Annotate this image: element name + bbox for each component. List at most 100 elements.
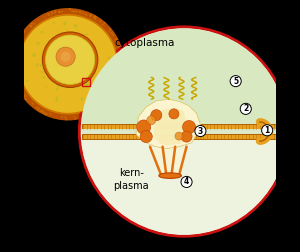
Circle shape <box>40 30 44 34</box>
Circle shape <box>43 19 45 21</box>
Circle shape <box>108 32 110 34</box>
Circle shape <box>16 64 18 66</box>
Circle shape <box>111 32 112 34</box>
Circle shape <box>109 96 111 98</box>
Text: 5: 5 <box>233 77 238 86</box>
Circle shape <box>93 18 95 20</box>
Circle shape <box>15 50 17 52</box>
Circle shape <box>120 61 122 63</box>
Circle shape <box>93 46 96 49</box>
Circle shape <box>97 106 99 108</box>
Circle shape <box>30 28 32 30</box>
Circle shape <box>122 61 124 63</box>
Circle shape <box>110 98 112 100</box>
Circle shape <box>21 86 22 88</box>
Circle shape <box>120 50 122 52</box>
Circle shape <box>109 96 111 98</box>
Circle shape <box>64 21 67 24</box>
Circle shape <box>108 98 110 100</box>
Wedge shape <box>81 132 287 235</box>
Circle shape <box>114 87 116 89</box>
Circle shape <box>93 112 95 114</box>
Circle shape <box>85 14 88 16</box>
Circle shape <box>98 22 99 24</box>
Circle shape <box>107 94 109 96</box>
Circle shape <box>108 31 110 33</box>
Circle shape <box>16 46 18 48</box>
Circle shape <box>117 48 119 50</box>
Circle shape <box>14 50 16 52</box>
Circle shape <box>58 11 60 13</box>
Circle shape <box>80 98 83 101</box>
Circle shape <box>93 108 95 110</box>
Circle shape <box>73 115 75 117</box>
Circle shape <box>18 79 20 81</box>
Circle shape <box>110 91 112 93</box>
Circle shape <box>84 116 86 118</box>
Circle shape <box>116 46 118 48</box>
Circle shape <box>110 91 112 93</box>
Circle shape <box>79 10 81 12</box>
Circle shape <box>64 83 65 85</box>
Circle shape <box>82 114 84 116</box>
Circle shape <box>94 18 96 20</box>
Circle shape <box>31 25 33 27</box>
Circle shape <box>25 92 27 94</box>
Circle shape <box>118 71 120 73</box>
Circle shape <box>40 70 44 74</box>
Circle shape <box>121 75 123 77</box>
Circle shape <box>30 25 32 27</box>
Circle shape <box>181 176 192 187</box>
Circle shape <box>140 131 152 143</box>
Circle shape <box>115 79 117 81</box>
Circle shape <box>18 82 20 84</box>
Circle shape <box>111 90 113 92</box>
Circle shape <box>57 85 59 87</box>
Circle shape <box>69 8 71 10</box>
Circle shape <box>14 71 16 73</box>
Circle shape <box>26 95 28 97</box>
Circle shape <box>96 96 98 99</box>
Circle shape <box>25 35 27 37</box>
Circle shape <box>104 103 106 105</box>
Circle shape <box>89 15 91 17</box>
Circle shape <box>25 93 27 96</box>
Circle shape <box>104 83 106 86</box>
Circle shape <box>102 89 104 91</box>
Circle shape <box>14 72 16 74</box>
Circle shape <box>55 99 58 102</box>
Circle shape <box>21 39 23 41</box>
Circle shape <box>95 16 97 18</box>
Circle shape <box>14 74 16 76</box>
Circle shape <box>195 125 206 137</box>
Circle shape <box>230 76 241 87</box>
Circle shape <box>122 60 124 62</box>
Circle shape <box>64 114 66 116</box>
Circle shape <box>108 98 110 100</box>
Circle shape <box>33 23 35 25</box>
Text: 2: 2 <box>243 104 248 113</box>
Circle shape <box>42 32 98 87</box>
Circle shape <box>63 22 66 25</box>
Circle shape <box>108 57 110 59</box>
Circle shape <box>58 11 60 13</box>
Circle shape <box>35 63 39 66</box>
Circle shape <box>69 75 72 77</box>
Circle shape <box>24 91 26 93</box>
Circle shape <box>118 79 120 81</box>
Circle shape <box>20 35 22 37</box>
Circle shape <box>50 113 52 115</box>
Circle shape <box>51 13 53 15</box>
Circle shape <box>19 46 21 48</box>
Circle shape <box>119 66 121 68</box>
Circle shape <box>45 35 95 84</box>
Circle shape <box>91 112 93 114</box>
Circle shape <box>119 46 121 48</box>
Circle shape <box>31 22 33 24</box>
Circle shape <box>85 111 87 113</box>
Circle shape <box>120 71 122 73</box>
Bar <box>82 124 286 129</box>
Circle shape <box>118 52 120 54</box>
Circle shape <box>20 39 22 41</box>
Polygon shape <box>154 108 187 145</box>
